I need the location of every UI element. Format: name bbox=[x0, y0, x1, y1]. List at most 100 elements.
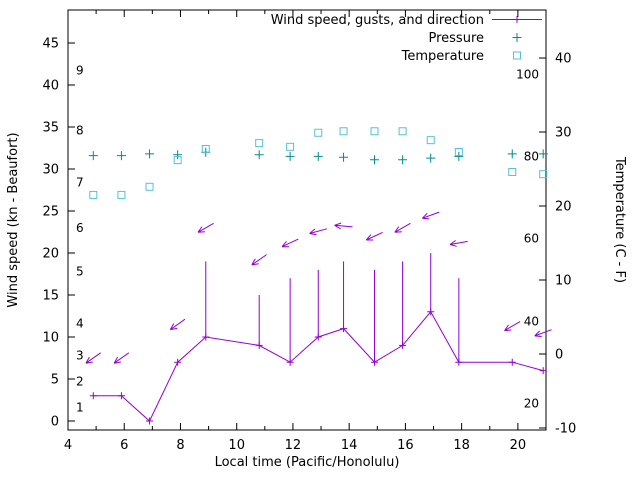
wind-direction-arrow bbox=[309, 228, 328, 236]
fahrenheit-scale-label: 60 bbox=[524, 232, 539, 246]
wind-direction-arrow bbox=[281, 238, 299, 248]
wind-point-marker bbox=[314, 333, 322, 341]
beaufort-scale-label: 3 bbox=[76, 348, 84, 362]
y-left-tick-label: 40 bbox=[42, 79, 59, 94]
pressure-marker bbox=[88, 151, 98, 161]
wind-point-marker bbox=[455, 358, 463, 366]
x-tick-label: 6 bbox=[120, 438, 128, 453]
pressure-marker bbox=[145, 149, 155, 159]
pressure-marker bbox=[173, 150, 183, 160]
wind-point-marker bbox=[174, 358, 182, 366]
pressure-marker bbox=[254, 150, 264, 160]
beaufort-scale-label: 9 bbox=[76, 64, 84, 78]
wind-direction-arrow bbox=[534, 329, 552, 337]
wind-direction-arrow bbox=[169, 318, 186, 331]
fahrenheit-scale-label: 40 bbox=[524, 314, 539, 328]
wind-point-marker bbox=[146, 417, 154, 425]
y-left-tick-label: 30 bbox=[42, 163, 59, 178]
pressure-marker bbox=[454, 151, 464, 161]
x-tick-label: 16 bbox=[397, 438, 414, 453]
temperature-marker bbox=[339, 127, 348, 136]
x-tick-label: 4 bbox=[64, 438, 72, 453]
beaufort-scale-label: 4 bbox=[76, 317, 84, 331]
wind-direction-arrow bbox=[113, 352, 130, 364]
temperature-marker bbox=[454, 147, 463, 156]
fahrenheit-scale-label: 100 bbox=[516, 67, 539, 81]
pressure-marker bbox=[313, 151, 323, 161]
temperature-marker bbox=[370, 127, 379, 136]
x-tick-label: 18 bbox=[453, 438, 470, 453]
temperature-marker bbox=[89, 190, 98, 199]
temperature-marker bbox=[145, 182, 154, 191]
temperature-marker bbox=[286, 142, 295, 151]
wind-point-marker bbox=[340, 325, 348, 333]
y-right-tick-label: -10 bbox=[555, 422, 576, 437]
pressure-marker bbox=[538, 149, 548, 159]
temperature-marker bbox=[117, 190, 126, 199]
wind-point-marker bbox=[255, 341, 263, 349]
y-left-tick-label: 10 bbox=[42, 331, 59, 346]
wind-point-marker bbox=[370, 358, 378, 366]
wind-point-marker bbox=[286, 358, 294, 366]
wind-direction-arrow bbox=[85, 352, 101, 364]
beaufort-scale-label: 7 bbox=[76, 175, 84, 189]
wind-direction-arrow bbox=[504, 321, 521, 332]
temperature-marker bbox=[426, 136, 435, 145]
beaufort-scale-label: 6 bbox=[76, 221, 84, 235]
y-left-tick-label: 20 bbox=[42, 247, 59, 262]
y-right-tick-label: 0 bbox=[555, 348, 563, 363]
y-right-tick-label: 10 bbox=[555, 274, 572, 289]
temperature-marker bbox=[508, 167, 517, 176]
legend-temperature-marker bbox=[513, 51, 521, 60]
pressure-marker bbox=[507, 149, 517, 159]
x-tick-label: 20 bbox=[510, 438, 527, 453]
pressure-marker bbox=[339, 152, 349, 162]
beaufort-scale-label: 1 bbox=[76, 401, 84, 415]
legend-pressure-marker bbox=[512, 33, 522, 42]
y-left-tick-label: 15 bbox=[42, 289, 59, 304]
y-left-tick-label: 0 bbox=[51, 415, 59, 430]
temperature-marker bbox=[173, 156, 182, 165]
x-axis-title: Local time (Pacific/Honolulu) bbox=[215, 455, 400, 470]
x-tick-label: 10 bbox=[228, 438, 245, 453]
y-left-axis-title: Wind speed (kn - Beaufort) bbox=[6, 132, 21, 307]
pressure-marker bbox=[285, 151, 295, 161]
wind-direction-arrow bbox=[394, 222, 411, 233]
x-tick-label: 12 bbox=[285, 438, 302, 453]
y-left-tick-label: 5 bbox=[51, 373, 59, 388]
y-right-tick-label: 30 bbox=[555, 126, 572, 141]
plot-border bbox=[67, 9, 547, 431]
beaufort-scale-label: 8 bbox=[76, 123, 84, 137]
axes: 4 6 8 10 12 14 16 18 20051015202530354045-100102… bbox=[6, 9, 627, 470]
y-right-tick-label: 20 bbox=[555, 200, 572, 215]
y-right-axis-title: Temperature (C - F) bbox=[612, 156, 627, 283]
y-right-tick-label: 40 bbox=[555, 52, 572, 67]
beaufort-scale-label: 2 bbox=[76, 375, 84, 389]
legend-label-pressure: Pressure bbox=[428, 31, 484, 46]
fahrenheit-scale-label: 80 bbox=[524, 149, 539, 163]
wind-point-marker bbox=[89, 392, 97, 400]
temperature-series bbox=[89, 127, 548, 199]
x-tick-label: 14 bbox=[341, 438, 358, 453]
wind-direction-arrow bbox=[421, 211, 440, 220]
temperature-marker bbox=[398, 127, 407, 136]
y-left-tick-label: 25 bbox=[42, 205, 59, 220]
wind-point-marker bbox=[427, 308, 435, 316]
beaufort-scale-label: 5 bbox=[76, 264, 84, 278]
x-tick-label: 8 bbox=[176, 438, 184, 453]
wind-direction-arrow bbox=[334, 222, 353, 230]
wind-point-marker bbox=[539, 367, 547, 375]
pressure-series bbox=[88, 147, 548, 165]
wind-direction-arrow bbox=[197, 222, 214, 233]
pressure-marker bbox=[116, 151, 126, 161]
wind-point-marker bbox=[508, 358, 516, 366]
pressure-marker bbox=[369, 155, 379, 165]
legend-label-temperature: Temperature bbox=[401, 49, 484, 64]
legend-label-wind: Wind speed, gusts, and direction bbox=[271, 13, 484, 28]
wind-point-marker bbox=[399, 341, 407, 349]
legend-wind-marker bbox=[513, 16, 521, 23]
wind-direction-arrow bbox=[365, 231, 383, 241]
wind-point-marker bbox=[117, 392, 125, 400]
